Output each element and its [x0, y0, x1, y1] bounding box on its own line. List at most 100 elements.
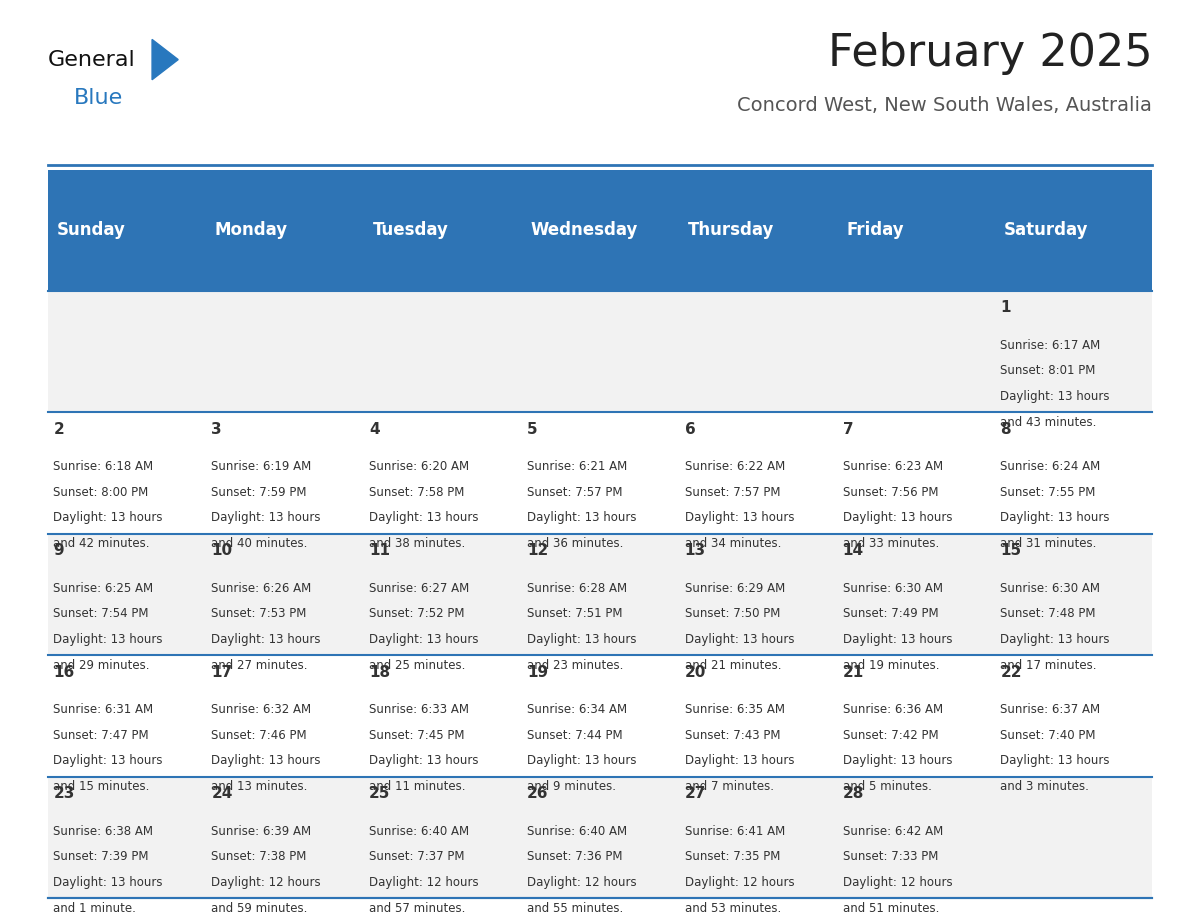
Text: Sunrise: 6:28 AM: Sunrise: 6:28 AM	[527, 582, 627, 595]
Bar	[48, 170, 206, 291]
Text: Sunrise: 6:32 AM: Sunrise: 6:32 AM	[211, 703, 311, 716]
Text: Sunrise: 6:42 AM: Sunrise: 6:42 AM	[842, 824, 943, 837]
Text: February 2025: February 2025	[828, 32, 1152, 75]
Text: Sunset: 7:36 PM: Sunset: 7:36 PM	[527, 850, 623, 863]
Text: Sunset: 7:49 PM: Sunset: 7:49 PM	[842, 608, 939, 621]
Text: Daylight: 13 hours: Daylight: 13 hours	[1000, 633, 1110, 646]
Text: Daylight: 13 hours: Daylight: 13 hours	[842, 633, 952, 646]
Text: Sunday: Sunday	[57, 221, 126, 240]
Text: and 33 minutes.: and 33 minutes.	[842, 537, 939, 550]
Text: Sunrise: 6:34 AM: Sunrise: 6:34 AM	[527, 703, 627, 716]
Text: Daylight: 13 hours: Daylight: 13 hours	[1000, 511, 1110, 524]
Text: Sunset: 7:38 PM: Sunset: 7:38 PM	[211, 850, 307, 863]
Text: Tuesday: Tuesday	[373, 221, 449, 240]
Text: 17: 17	[211, 665, 233, 679]
Text: Sunset: 7:33 PM: Sunset: 7:33 PM	[842, 850, 939, 863]
Text: Sunset: 7:35 PM: Sunset: 7:35 PM	[684, 850, 781, 863]
Bar	[48, 291, 1152, 412]
Text: 12: 12	[527, 543, 548, 558]
Text: 5: 5	[527, 421, 538, 437]
Text: Daylight: 13 hours: Daylight: 13 hours	[1000, 755, 1110, 767]
Text: Sunrise: 6:40 AM: Sunrise: 6:40 AM	[527, 824, 627, 837]
Text: and 42 minutes.: and 42 minutes.	[53, 537, 150, 550]
Bar	[48, 777, 1152, 899]
Text: Saturday: Saturday	[1004, 221, 1088, 240]
Text: Daylight: 13 hours: Daylight: 13 hours	[527, 511, 637, 524]
Text: and 25 minutes.: and 25 minutes.	[369, 658, 466, 672]
Text: Sunrise: 6:36 AM: Sunrise: 6:36 AM	[842, 703, 943, 716]
Text: 26: 26	[527, 786, 549, 801]
Text: 6: 6	[684, 421, 695, 437]
Bar	[994, 170, 1152, 291]
Text: Sunrise: 6:38 AM: Sunrise: 6:38 AM	[53, 824, 153, 837]
Text: Sunset: 8:00 PM: Sunset: 8:00 PM	[53, 486, 148, 498]
Text: Daylight: 13 hours: Daylight: 13 hours	[369, 511, 479, 524]
Text: Friday: Friday	[846, 221, 904, 240]
Text: Daylight: 13 hours: Daylight: 13 hours	[369, 755, 479, 767]
Text: Daylight: 13 hours: Daylight: 13 hours	[527, 755, 637, 767]
Text: Daylight: 13 hours: Daylight: 13 hours	[211, 633, 321, 646]
Text: Daylight: 13 hours: Daylight: 13 hours	[211, 511, 321, 524]
Text: Wednesday: Wednesday	[531, 221, 638, 240]
Text: Sunset: 7:54 PM: Sunset: 7:54 PM	[53, 608, 148, 621]
Text: Sunrise: 6:26 AM: Sunrise: 6:26 AM	[211, 582, 311, 595]
Text: Sunset: 7:55 PM: Sunset: 7:55 PM	[1000, 486, 1095, 498]
Text: 23: 23	[53, 786, 75, 801]
Text: Sunset: 7:42 PM: Sunset: 7:42 PM	[842, 729, 939, 742]
Text: Sunrise: 6:31 AM: Sunrise: 6:31 AM	[53, 703, 153, 716]
Text: and 3 minutes.: and 3 minutes.	[1000, 780, 1089, 793]
Text: and 29 minutes.: and 29 minutes.	[53, 658, 150, 672]
Text: Daylight: 12 hours: Daylight: 12 hours	[684, 876, 795, 889]
Text: Sunrise: 6:18 AM: Sunrise: 6:18 AM	[53, 460, 153, 473]
Text: Sunrise: 6:25 AM: Sunrise: 6:25 AM	[53, 582, 153, 595]
Text: and 5 minutes.: and 5 minutes.	[842, 780, 931, 793]
Text: and 15 minutes.: and 15 minutes.	[53, 780, 150, 793]
Text: Sunset: 7:57 PM: Sunset: 7:57 PM	[684, 486, 781, 498]
Text: Sunrise: 6:22 AM: Sunrise: 6:22 AM	[684, 460, 785, 473]
Text: and 19 minutes.: and 19 minutes.	[842, 658, 940, 672]
Text: 4: 4	[369, 421, 380, 437]
Text: Sunset: 7:56 PM: Sunset: 7:56 PM	[842, 486, 939, 498]
Text: 28: 28	[842, 786, 864, 801]
Text: Sunrise: 6:19 AM: Sunrise: 6:19 AM	[211, 460, 311, 473]
Text: Sunrise: 6:17 AM: Sunrise: 6:17 AM	[1000, 339, 1101, 352]
Text: Sunset: 7:48 PM: Sunset: 7:48 PM	[1000, 608, 1097, 621]
Text: Daylight: 12 hours: Daylight: 12 hours	[527, 876, 637, 889]
Text: Sunset: 7:45 PM: Sunset: 7:45 PM	[369, 729, 465, 742]
Bar	[48, 655, 1152, 777]
Text: Sunrise: 6:23 AM: Sunrise: 6:23 AM	[842, 460, 943, 473]
Text: and 59 minutes.: and 59 minutes.	[211, 901, 308, 914]
Text: and 9 minutes.: and 9 minutes.	[527, 780, 615, 793]
Text: Sunset: 7:43 PM: Sunset: 7:43 PM	[684, 729, 781, 742]
Text: Sunset: 7:39 PM: Sunset: 7:39 PM	[53, 850, 148, 863]
Text: and 53 minutes.: and 53 minutes.	[684, 901, 781, 914]
Bar	[522, 170, 678, 291]
Text: Sunset: 7:40 PM: Sunset: 7:40 PM	[1000, 729, 1097, 742]
Text: and 40 minutes.: and 40 minutes.	[211, 537, 308, 550]
Text: and 23 minutes.: and 23 minutes.	[527, 658, 624, 672]
Bar	[48, 412, 1152, 534]
Text: Daylight: 12 hours: Daylight: 12 hours	[842, 876, 953, 889]
Text: and 17 minutes.: and 17 minutes.	[1000, 658, 1097, 672]
Polygon shape	[152, 39, 178, 80]
Text: Monday: Monday	[215, 221, 287, 240]
Text: and 7 minutes.: and 7 minutes.	[684, 780, 773, 793]
Text: and 1 minute.: and 1 minute.	[53, 901, 137, 914]
Text: Daylight: 13 hours: Daylight: 13 hours	[53, 876, 163, 889]
Text: 3: 3	[211, 421, 222, 437]
Text: Daylight: 13 hours: Daylight: 13 hours	[53, 633, 163, 646]
Text: 16: 16	[53, 665, 75, 679]
Text: Sunrise: 6:41 AM: Sunrise: 6:41 AM	[684, 824, 785, 837]
Text: and 38 minutes.: and 38 minutes.	[369, 537, 466, 550]
Text: Sunset: 7:59 PM: Sunset: 7:59 PM	[211, 486, 307, 498]
Text: Thursday: Thursday	[688, 221, 775, 240]
Text: Daylight: 13 hours: Daylight: 13 hours	[842, 511, 952, 524]
Text: and 51 minutes.: and 51 minutes.	[842, 901, 939, 914]
Text: 19: 19	[527, 665, 548, 679]
Text: Daylight: 13 hours: Daylight: 13 hours	[53, 755, 163, 767]
Text: Sunset: 7:47 PM: Sunset: 7:47 PM	[53, 729, 148, 742]
Text: 21: 21	[842, 665, 864, 679]
Text: Sunrise: 6:39 AM: Sunrise: 6:39 AM	[211, 824, 311, 837]
Bar	[836, 170, 994, 291]
Text: Daylight: 13 hours: Daylight: 13 hours	[1000, 390, 1110, 403]
